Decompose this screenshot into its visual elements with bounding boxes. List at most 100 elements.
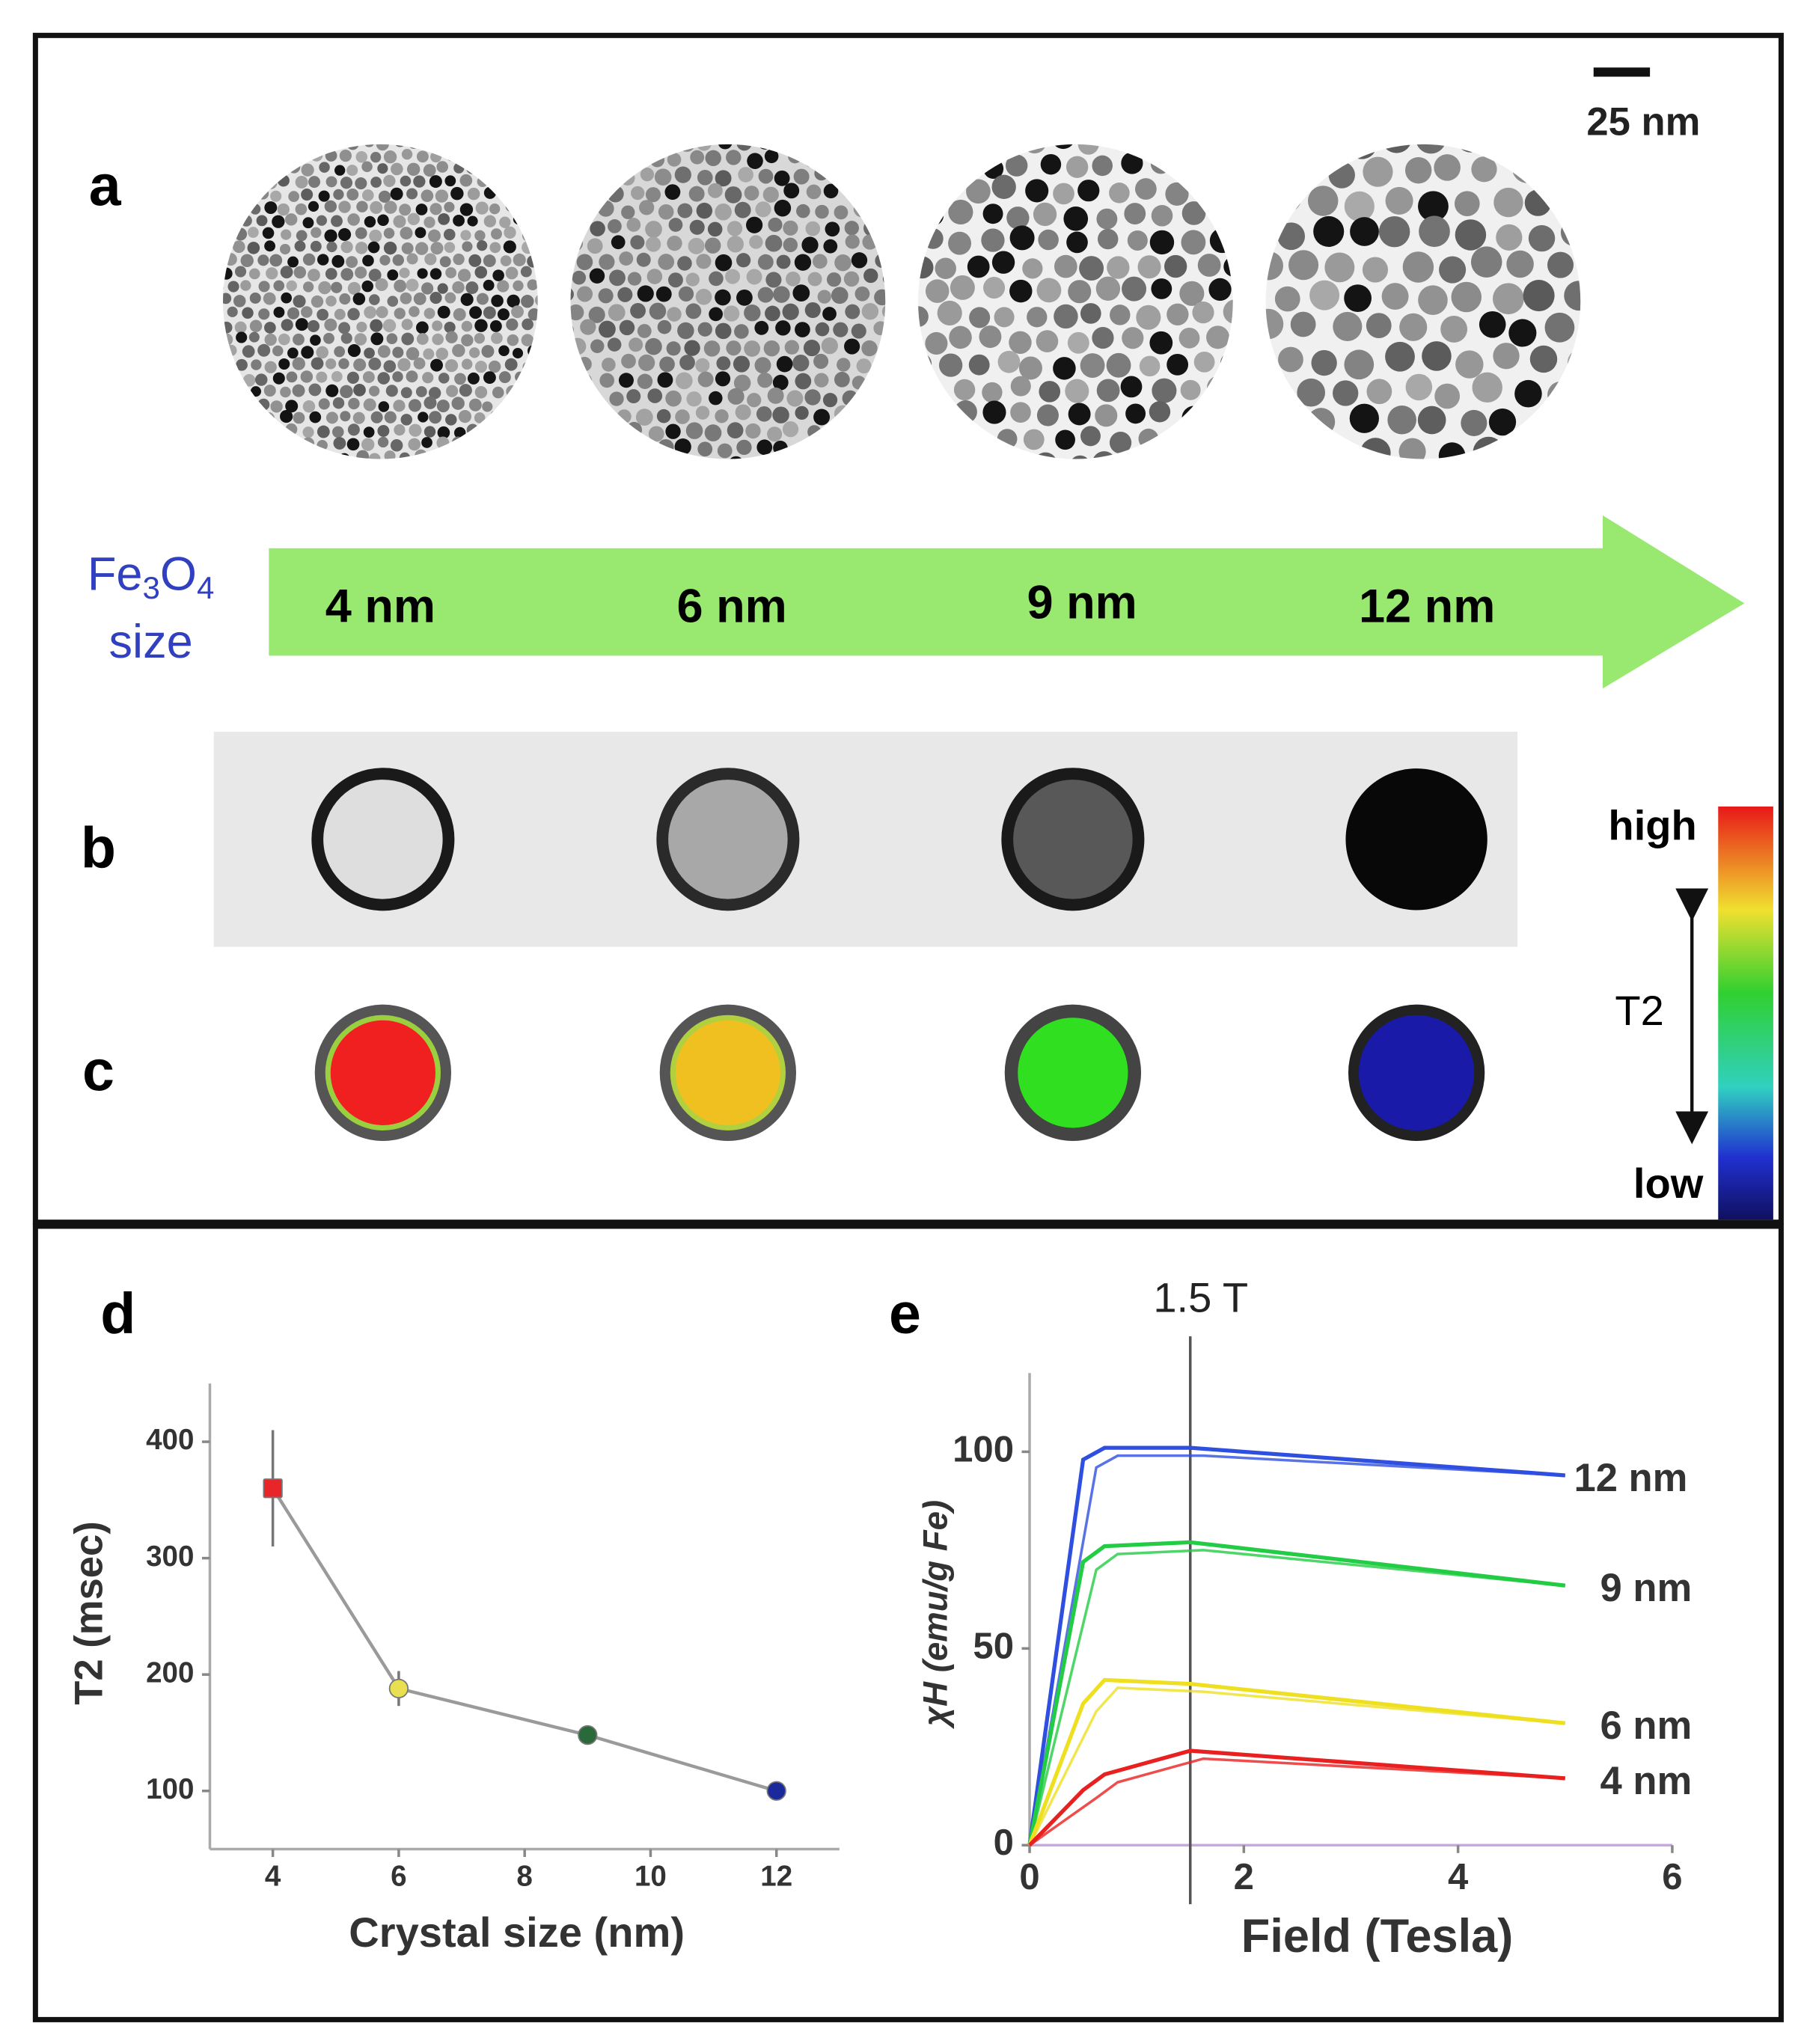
particle: [483, 371, 496, 385]
particle: [639, 200, 655, 215]
particle: [1223, 144, 1233, 150]
particle: [807, 272, 822, 287]
particle: [792, 284, 810, 302]
particle: [429, 268, 442, 280]
particle: [415, 204, 428, 215]
particle: [1526, 144, 1557, 156]
particle: [533, 359, 538, 373]
particle: [269, 163, 283, 176]
particle: [432, 333, 444, 346]
particle: [250, 386, 262, 397]
particle: [424, 307, 435, 319]
particle: [278, 358, 290, 370]
particle: [1344, 349, 1375, 380]
particle: [477, 240, 488, 251]
particle: [499, 216, 511, 228]
particle: [377, 163, 388, 174]
particle: [339, 293, 351, 305]
particle: [424, 396, 437, 409]
particle: [831, 287, 849, 305]
x-tick-label: 6: [391, 1860, 406, 1892]
particle: [462, 241, 473, 252]
particle: [331, 463, 343, 474]
particle: [577, 144, 592, 150]
particle: [346, 144, 359, 150]
particle: [251, 359, 262, 370]
particle: [367, 241, 380, 254]
formula-part: Fe: [88, 548, 143, 600]
particle: [814, 166, 829, 181]
particle: [483, 279, 495, 291]
particle: [377, 372, 391, 385]
particle: [1197, 180, 1219, 202]
particle: [1095, 276, 1121, 301]
particle: [861, 456, 878, 459]
particle: [684, 340, 700, 356]
particle: [1288, 250, 1319, 281]
particle: [1077, 144, 1099, 155]
colorbar-label: low: [1633, 1160, 1704, 1207]
particle: [1523, 280, 1555, 312]
particle: [679, 355, 695, 370]
particle: [445, 414, 457, 426]
colorbar-label: high: [1608, 802, 1696, 849]
particle: [570, 144, 576, 150]
particle: [1541, 93, 1572, 123]
colorbar: [1718, 807, 1773, 1220]
particle: [865, 188, 880, 203]
color-well: [325, 1015, 441, 1130]
particle: [621, 205, 635, 219]
particle: [435, 189, 449, 203]
particle: [292, 384, 305, 397]
particle: [665, 423, 681, 439]
particle: [526, 372, 538, 385]
particle: [264, 322, 276, 334]
particle: [503, 240, 516, 254]
particle: [1211, 152, 1233, 174]
particle: [1122, 327, 1144, 349]
particle: [1567, 192, 1581, 220]
particle: [685, 422, 703, 439]
particle: [436, 436, 450, 450]
particle: [1109, 432, 1132, 454]
particle: [497, 308, 510, 321]
particle: [264, 177, 278, 189]
particle: [935, 257, 956, 280]
particle: [203, 175, 215, 188]
particle: [892, 275, 917, 299]
particle: [483, 215, 497, 227]
particle: [281, 229, 292, 240]
particle: [1492, 283, 1524, 315]
particle: [421, 189, 434, 203]
particle: [883, 338, 886, 355]
particle: [1066, 231, 1088, 254]
particle: [704, 237, 721, 254]
particle: [640, 144, 655, 148]
particle: [309, 453, 320, 459]
particle: [489, 148, 501, 162]
particle: [863, 268, 878, 284]
particle: [654, 168, 672, 186]
particle: [823, 239, 838, 254]
x-axis-label: Field (Tesla): [1241, 1910, 1513, 1962]
particle: [1025, 179, 1049, 203]
particle: [272, 125, 284, 137]
particle: [757, 254, 774, 270]
particle: [383, 241, 397, 255]
particle: [716, 356, 731, 370]
particle: [236, 331, 248, 343]
particle: [255, 373, 268, 386]
particle: [806, 184, 822, 200]
particle: [773, 440, 788, 456]
particle: [1207, 104, 1231, 128]
particle: [776, 355, 793, 373]
particle: [498, 121, 510, 134]
particle: [755, 201, 771, 218]
particle: [384, 450, 396, 459]
particle: [308, 383, 322, 397]
particle: [1167, 429, 1190, 452]
particle: [429, 292, 442, 305]
size-value: 9 nm: [1027, 576, 1137, 628]
particle: [286, 144, 299, 147]
particle: [534, 175, 538, 189]
